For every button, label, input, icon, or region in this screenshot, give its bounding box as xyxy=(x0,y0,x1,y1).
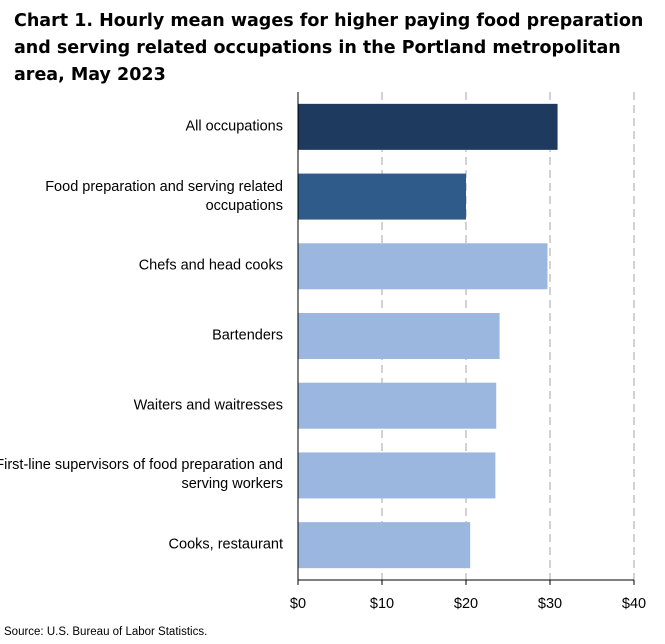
source-note: Source: U.S. Bureau of Labor Statistics. xyxy=(4,626,208,638)
x-tick-label: $10 xyxy=(369,596,395,612)
bar-3 xyxy=(298,243,548,290)
x-tick-label: $0 xyxy=(289,596,307,612)
category-label: Food preparation and serving related occ… xyxy=(45,178,283,214)
category-label: Bartenders xyxy=(212,327,283,344)
bar-7 xyxy=(298,522,471,569)
bar-5 xyxy=(298,382,497,429)
bar-2 xyxy=(298,173,466,220)
chart-title: Chart 1. Hourly mean wages for higher pa… xyxy=(14,11,644,85)
bar-6 xyxy=(298,452,496,499)
category-label: Cooks, restaurant xyxy=(168,536,283,553)
category-label: Chefs and head cooks xyxy=(138,257,283,274)
bar-4 xyxy=(298,313,500,359)
category-label: All occupations xyxy=(185,118,283,135)
category-label: First-line supervisors of food preparati… xyxy=(0,457,283,493)
x-tick-label: $30 xyxy=(537,596,563,612)
bar-1 xyxy=(298,103,558,150)
category-label: Waiters and waitresses xyxy=(133,397,283,414)
x-tick-label: $20 xyxy=(453,596,479,612)
x-tick-label: $40 xyxy=(621,596,647,612)
